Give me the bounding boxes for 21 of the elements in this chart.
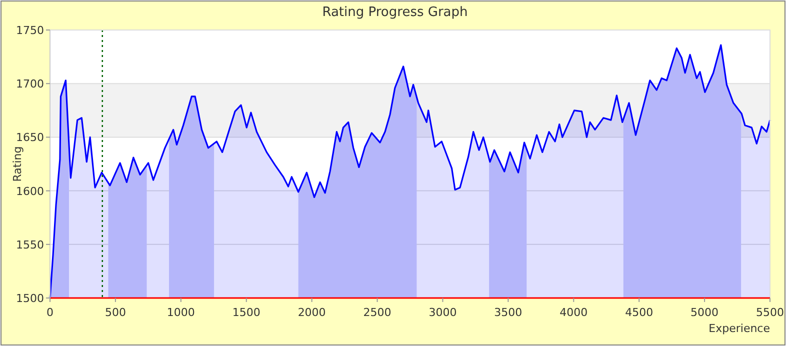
- x-axis-title: Experience: [708, 322, 770, 335]
- y-tick-label: 1500: [16, 292, 44, 305]
- y-axis-title: Rating: [11, 146, 24, 182]
- y-tick-label: 1650: [16, 131, 44, 144]
- x-tick-label: 3000: [428, 306, 457, 319]
- x-tick-label: 500: [104, 306, 126, 319]
- x-tick-label: 3500: [494, 306, 522, 319]
- x-tick-label: 5000: [690, 306, 719, 319]
- y-tick-label: 1600: [16, 184, 44, 198]
- x-tick-label: 4000: [560, 306, 588, 319]
- y-tick-label: 1700: [16, 78, 44, 91]
- y-tick-label: 1750: [16, 24, 44, 37]
- y-tick-label: 1550: [16, 238, 44, 252]
- x-tick-label: 5500: [756, 306, 784, 319]
- x-tick-label: 0: [46, 306, 54, 319]
- x-tick-label: 4500: [625, 306, 654, 319]
- x-tick-label: 1000: [166, 306, 195, 319]
- x-tick-label: 1500: [232, 306, 260, 319]
- x-tick-label: 2500: [363, 306, 392, 319]
- chart-title: Rating Progress Graph: [322, 5, 468, 20]
- x-tick-label: 2000: [298, 306, 326, 319]
